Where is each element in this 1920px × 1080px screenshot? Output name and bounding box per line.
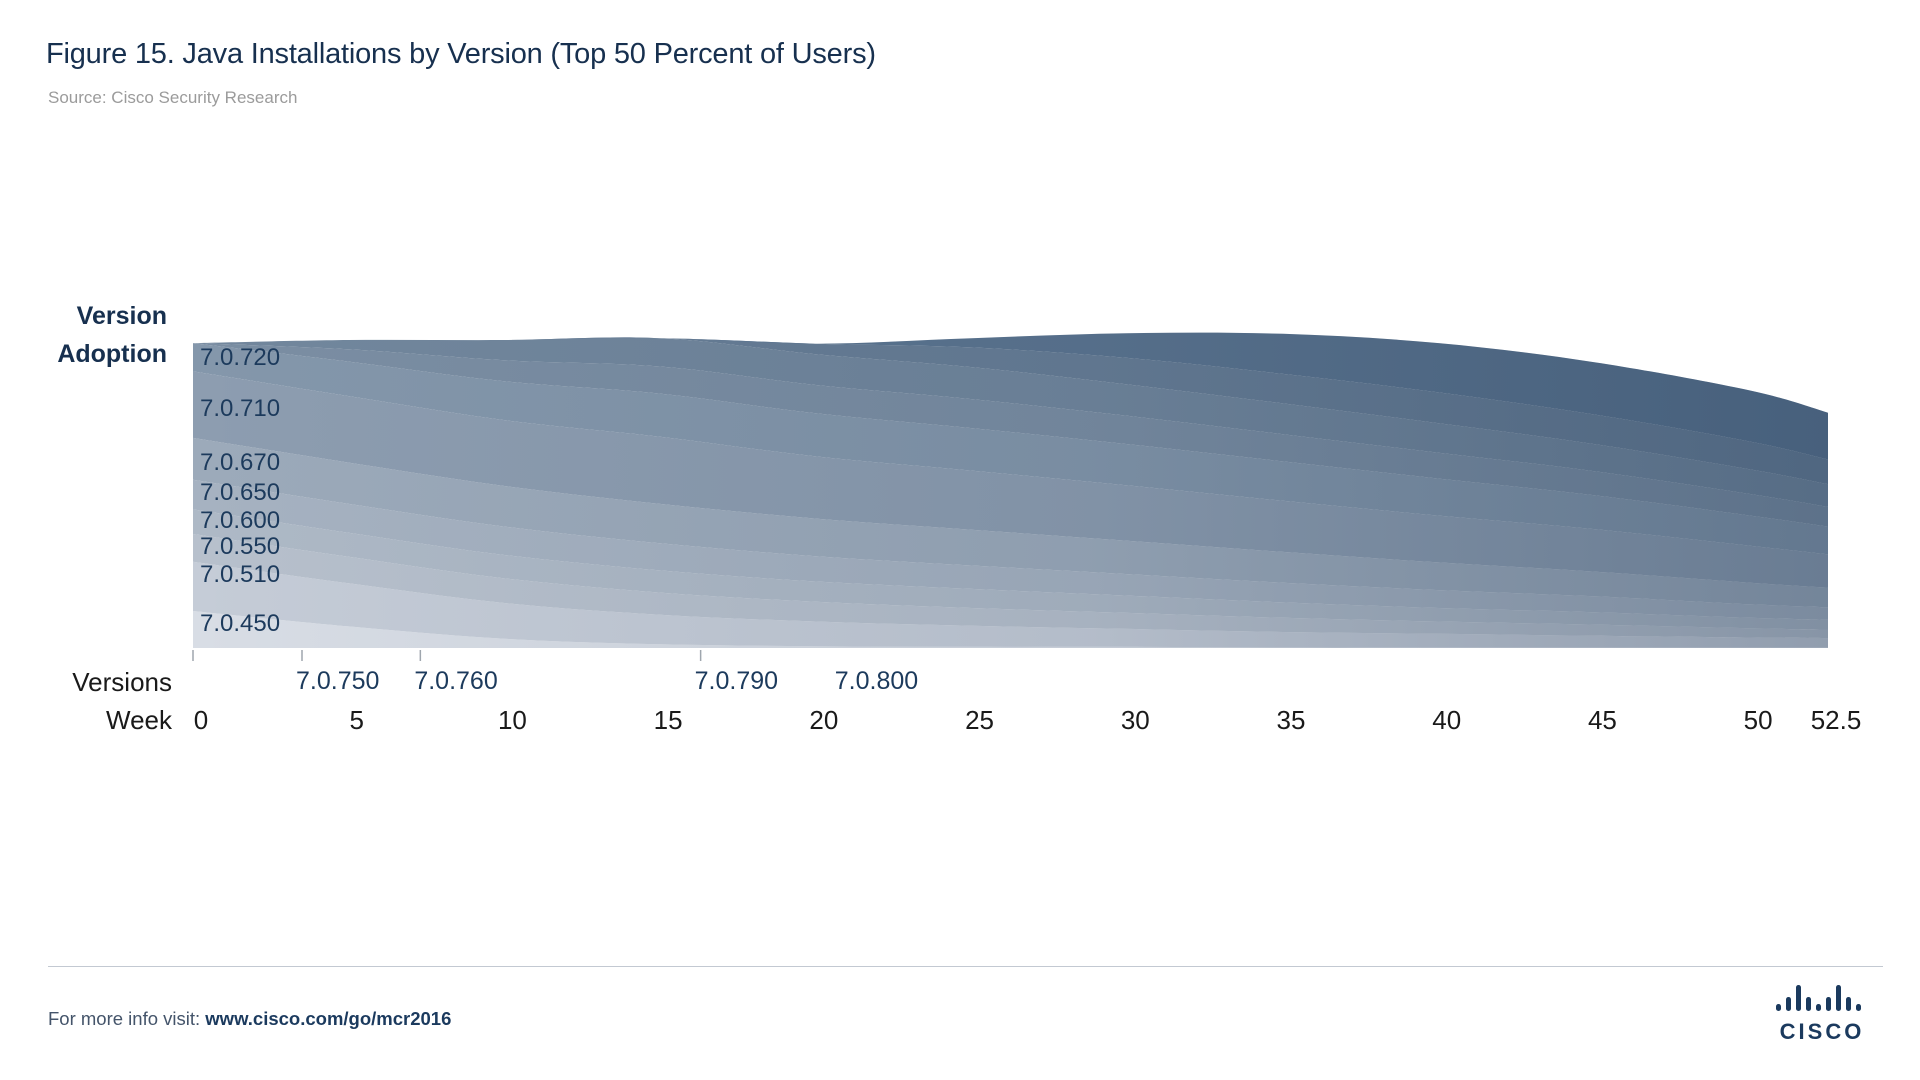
footer-divider (48, 966, 1883, 967)
week-tick-label: 45 (1587, 705, 1617, 735)
footer-info-url[interactable]: www.cisco.com/go/mcr2016 (205, 1008, 452, 1029)
series-label-7-0-720: 7.0.720 (200, 344, 281, 371)
week-tick-label: 30 (1120, 705, 1150, 735)
cisco-bridge-icon (1776, 985, 1861, 1011)
week-tick-label: 40 (1432, 705, 1462, 735)
series-label-7-0-450: 7.0.450 (200, 610, 281, 637)
week-tick-label: 20 (809, 705, 839, 735)
week-tick-label: 35 (1276, 705, 1306, 735)
week-row-header: Week (106, 705, 172, 735)
version-marker-label: 7.0.800 (834, 667, 919, 695)
week-tick-label: 25 (965, 705, 995, 735)
y-axis-label: Version Adoption (0, 297, 167, 373)
y-axis-label-line1: Version (76, 302, 167, 330)
version-marker-label: 7.0.760 (414, 667, 498, 695)
cisco-wordmark: CISCO (1779, 1019, 1865, 1044)
series-label-7-0-550: 7.0.550 (200, 533, 281, 560)
y-axis-label-line2: Adoption (57, 340, 167, 368)
week-tick-label: 5 (349, 705, 364, 735)
version-marker-label: 7.0.790 (694, 667, 779, 695)
versions-row-header: Versions (72, 667, 172, 697)
figure-title: Figure 15. Java Installations by Version… (46, 38, 876, 70)
series-label-7-0-510: 7.0.510 (200, 561, 281, 588)
footer-info-prefix: For more info visit: (48, 1008, 206, 1029)
series-label-7-0-600: 7.0.600 (200, 507, 281, 534)
series-label-7-0-710: 7.0.710 (200, 395, 281, 422)
series-label-7-0-650: 7.0.650 (200, 479, 281, 506)
series-label-7-0-670: 7.0.670 (200, 449, 281, 476)
week-tick-label: 0 (193, 705, 209, 735)
week-tick-label: 50 (1743, 705, 1773, 735)
figure-source: Source: Cisco Security Research (48, 88, 298, 107)
week-tick-label: 10 (497, 705, 527, 735)
x-axis-ticks (192, 650, 702, 661)
week-tick-label: 15 (653, 705, 683, 735)
week-tick-label: 52.5 (1810, 705, 1862, 735)
right-darkening-overlay (193, 332, 1828, 648)
footer-info: For more info visit: www.cisco.com/go/mc… (48, 1008, 451, 1030)
cisco-logo: CISCO (1770, 984, 1874, 1045)
version-marker-label: 7.0.750 (296, 667, 380, 695)
